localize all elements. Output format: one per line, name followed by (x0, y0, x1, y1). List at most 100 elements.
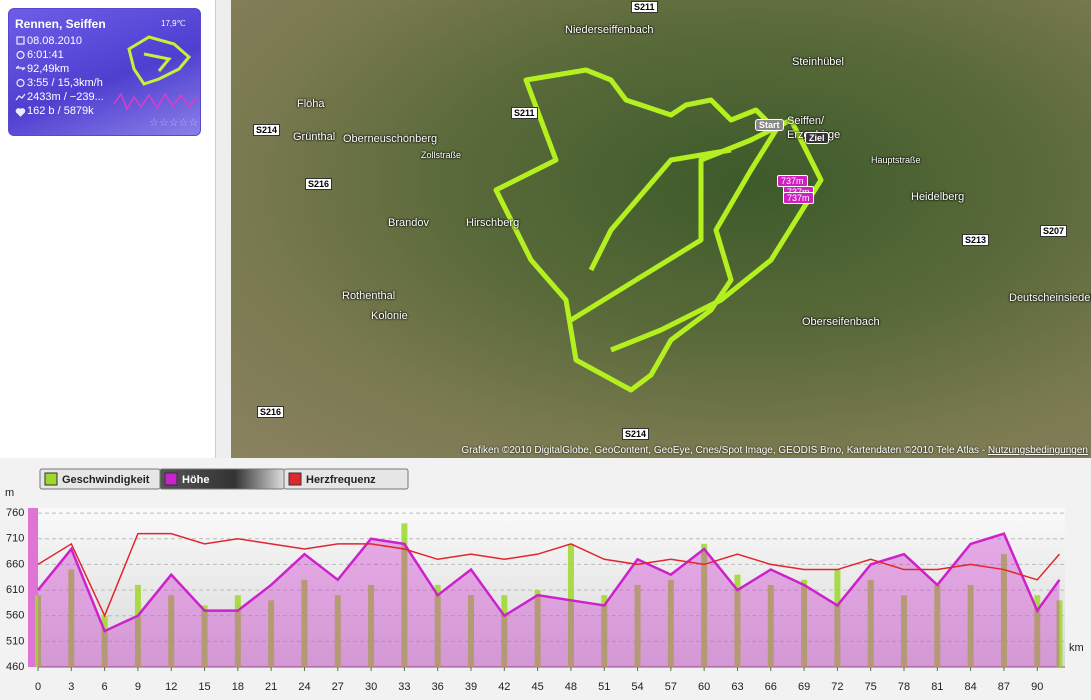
x-tick-label: 12 (165, 681, 177, 693)
map-label: Seiffen/ (787, 115, 825, 127)
y-tick-label: 460 (6, 661, 24, 673)
x-tick-label: 87 (998, 681, 1010, 693)
map-label: Rothenthal (342, 290, 396, 302)
speed-bar (701, 543, 708, 667)
speed-bar (967, 584, 974, 667)
speed-bar (168, 595, 175, 667)
road-label: S211 (631, 1, 658, 13)
legend-button[interactable]: Höhe (159, 468, 285, 490)
speed-bar (68, 569, 75, 667)
x-tick-label: 3 (68, 681, 74, 693)
splitter[interactable] (215, 0, 232, 458)
x-tick-label: 78 (898, 681, 910, 693)
x-tick-label: 60 (698, 681, 710, 693)
legend-button-bg (283, 468, 409, 490)
speed-bar (601, 595, 608, 667)
speed-bar (334, 595, 341, 667)
speed-bar (234, 595, 241, 667)
x-tick-label: 42 (498, 681, 510, 693)
sidebar: Rennen, Seiffen 17,9℃ 08.08.2010 6:01:41… (0, 0, 215, 458)
x-axis-label: km (1069, 642, 1084, 654)
peak-marker[interactable]: 737m (783, 192, 814, 204)
x-tick-label: 15 (198, 681, 210, 693)
speed-bar (301, 579, 308, 667)
speed-bar (767, 584, 774, 667)
map-label: Deutscheinsiedel (1009, 292, 1091, 304)
map-label: Steinhübel (792, 56, 844, 68)
finish-marker[interactable]: Ziel (805, 132, 829, 144)
speed-bar (501, 595, 508, 667)
speed-bar (834, 569, 841, 667)
x-tick-label: 21 (265, 681, 277, 693)
x-tick-label: 66 (765, 681, 777, 693)
terms-link[interactable]: Nutzungsbedingungen (987, 445, 1088, 456)
map-label: Brandov (388, 217, 429, 229)
map-label: Kolonie (371, 310, 408, 322)
x-tick-label: 63 (731, 681, 743, 693)
speed-bar (867, 579, 874, 667)
road-label: S213 (962, 234, 990, 246)
duration: 6:01:41 (27, 49, 64, 61)
legend-button-bg (159, 468, 285, 490)
map-label: Zollstraße (421, 150, 462, 160)
pace: 3:55 / 15,3km/h (27, 77, 103, 89)
x-tick-label: 27 (332, 681, 344, 693)
legend-button[interactable]: Herzfrequenz (283, 468, 409, 490)
card-graphics: ☆☆☆☆☆ (15, 35, 198, 129)
speed-bar (667, 579, 674, 667)
x-tick-label: 69 (798, 681, 810, 693)
speed-bar (1056, 600, 1063, 667)
x-tick-label: 48 (565, 681, 577, 693)
map-label: Hauptstraße (871, 155, 921, 165)
activity-card[interactable]: Rennen, Seiffen 17,9℃ 08.08.2010 6:01:41… (8, 8, 201, 136)
x-tick-label: 57 (665, 681, 677, 693)
x-tick-label: 81 (931, 681, 943, 693)
x-tick-label: 0 (35, 681, 41, 693)
map[interactable]: Niederseiffenbach S211 Steinhübel Flöha … (231, 0, 1091, 458)
heart: 162 b / 5879k (27, 105, 94, 117)
map-label: Grünthal (293, 131, 336, 143)
y-axis-label: m (5, 487, 14, 499)
speed-bar (401, 523, 408, 667)
legend-label: Höhe (182, 474, 210, 486)
start-marker[interactable]: Start (755, 119, 784, 131)
rating-stars[interactable]: ☆☆☆☆☆ (149, 117, 198, 129)
y-tick-label: 560 (6, 610, 24, 622)
speed-bar (567, 543, 574, 667)
x-tick-label: 45 (531, 681, 543, 693)
map-label: Flöha (297, 98, 325, 110)
speed-bar (801, 579, 808, 667)
speed-bar (634, 584, 641, 667)
y-tick-label: 710 (6, 533, 24, 545)
y-tick-label: 610 (6, 584, 24, 596)
road-label: S216 (257, 406, 285, 418)
y-tick-label: 760 (6, 507, 24, 519)
legend-button[interactable]: Geschwindigkeit (39, 468, 161, 490)
speed-bar (1000, 554, 1007, 667)
map-label: Hirschberg (466, 217, 520, 229)
x-tick-label: 9 (135, 681, 141, 693)
elevation: 2433m / −239... (27, 91, 104, 103)
speed-bar (368, 584, 375, 667)
speed-bar (201, 605, 208, 667)
x-tick-label: 72 (831, 681, 843, 693)
road-label: S207 (1040, 225, 1068, 237)
speed-bar (734, 574, 741, 667)
x-tick-label: 36 (432, 681, 444, 693)
road-label: S214 (622, 428, 650, 440)
date: 08.08.2010 (27, 35, 83, 47)
route (493, 67, 824, 393)
x-tick-label: 24 (298, 681, 310, 693)
legend-label: Herzfrequenz (306, 474, 376, 486)
map-attribution: Grafiken ©2010 DigitalGlobe, GeoContent,… (461, 445, 1088, 456)
color-scale (28, 508, 38, 667)
x-tick-label: 84 (965, 681, 977, 693)
x-tick-label: 33 (398, 681, 410, 693)
road-label: S214 (253, 124, 281, 136)
x-tick-label: 18 (232, 681, 244, 693)
y-tick-label: 660 (6, 558, 24, 570)
legend-swatch (44, 472, 58, 486)
heart-rate-line (37, 532, 1061, 618)
road-label: S216 (305, 178, 333, 190)
